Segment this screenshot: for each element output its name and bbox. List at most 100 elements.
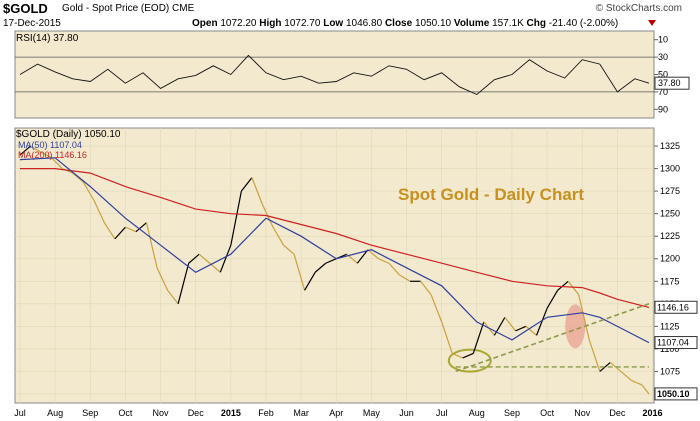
- price-segment: [293, 254, 306, 291]
- price-segment: [283, 244, 295, 255]
- price-segment: [103, 222, 116, 240]
- date-tick-label: Mar: [293, 408, 309, 418]
- price-segment: [567, 280, 580, 296]
- ma50-tag-text: 1107.04: [657, 338, 689, 348]
- rsi-grid: [15, 56, 654, 93]
- price-segment: [388, 262, 400, 276]
- rsi-last-tag: [654, 76, 690, 90]
- price-segment: [135, 222, 147, 233]
- high-label: High: [259, 18, 282, 29]
- price-segment: [620, 370, 632, 381]
- chg-value: -21.40 (-2.00%): [548, 18, 619, 29]
- close-tag: [654, 387, 698, 401]
- price-label: $GOLD (Daily) 1050.10: [16, 129, 121, 140]
- date-tick-label: Nov: [153, 408, 170, 418]
- volume-label: Volume: [453, 18, 490, 29]
- price-panel: [14, 127, 655, 404]
- price-tick-label: 1175: [660, 276, 679, 286]
- price-segment: [631, 379, 643, 386]
- price-segment: [145, 222, 158, 268]
- ma50-tag: [654, 336, 698, 350]
- price-segment: [219, 244, 232, 273]
- price-grid: [15, 128, 654, 403]
- rsi-tick-label: 90: [658, 104, 668, 114]
- price-segment: [188, 253, 200, 264]
- price-tick-label: 1250: [660, 209, 680, 219]
- symbol: $GOLD: [3, 1, 48, 16]
- open-value: 1072.20: [220, 18, 257, 29]
- price-tick-label: 1225: [660, 231, 680, 241]
- low-label: Low: [323, 18, 344, 29]
- ma50-line: [19, 157, 650, 344]
- date-tick-label: Sep: [504, 408, 520, 418]
- price-tick-label: 1300: [660, 164, 680, 174]
- price-segment: [304, 271, 316, 291]
- rsi-axis: 90 70 50 30 10 37.80: [654, 35, 690, 114]
- price-segment: [578, 294, 590, 341]
- rsi-panel: [14, 30, 655, 119]
- price-segment: [535, 308, 548, 336]
- bottom-circle: [447, 348, 492, 373]
- rsi-tick-label: 50: [658, 70, 668, 80]
- date-tick-label: Jul: [436, 408, 448, 418]
- price-segment: [30, 145, 42, 153]
- price-segment: [51, 157, 63, 169]
- price-segment: [82, 181, 95, 201]
- rsi-plot: [19, 54, 650, 96]
- brand-credit: © StockCharts.com: [595, 3, 682, 14]
- volume-value: 157.1K: [492, 18, 524, 29]
- rsi-label: RSI(14) 37.80: [16, 33, 79, 44]
- chart-annotation: Spot Gold - Daily Chart: [398, 185, 584, 204]
- ma200-tag-text: 1146.16: [657, 302, 689, 312]
- description-text: Gold - Spot Price (EOD): [62, 3, 170, 14]
- date-tick-label: May: [363, 408, 381, 418]
- close-label: Close: [384, 18, 413, 29]
- price-segment: [93, 199, 105, 223]
- rising-trendline: [455, 303, 650, 373]
- high-value: 1072.70: [284, 18, 321, 29]
- date-tick-label: Dec: [609, 408, 626, 418]
- price-segment: [198, 253, 211, 264]
- price-segment: [588, 339, 601, 372]
- price-segment: [472, 321, 485, 354]
- rsi-tick-label: 70: [658, 87, 668, 97]
- price-tick-label: 1275: [660, 186, 680, 196]
- price-segment: [251, 177, 264, 205]
- price-segment: [114, 226, 126, 240]
- price-segment: [546, 289, 559, 309]
- price-segment: [156, 267, 169, 291]
- price-segment: [599, 361, 611, 372]
- down-arrow-icon: [648, 20, 656, 26]
- rsi-tick-label: 30: [658, 52, 668, 62]
- close-tag-text: 1050.10: [657, 389, 690, 399]
- price-segment: [504, 316, 516, 332]
- price-segment: [641, 384, 650, 395]
- price-segment: [325, 258, 337, 264]
- chg-label: Chg: [526, 18, 546, 29]
- rsi-line: [19, 54, 650, 96]
- date-tick-label: Oct: [540, 408, 555, 418]
- price-segment: [378, 258, 390, 264]
- ma200-legend: MA(200) 1146.16: [18, 150, 87, 160]
- date-tick-label: Jul: [14, 408, 26, 418]
- price-segment: [272, 226, 285, 246]
- open-label: Open: [192, 18, 218, 29]
- price-segment: [399, 274, 411, 282]
- date-tick-label: Jun: [399, 408, 414, 418]
- price-segment: [420, 280, 432, 296]
- price-axis: 1050107511001125115011751200122512501275…: [654, 141, 698, 401]
- price-segment: [177, 263, 190, 304]
- exchange-text: CME: [172, 3, 195, 14]
- price-segment: [515, 325, 527, 332]
- price-segment: [314, 262, 327, 273]
- price-segment: [240, 177, 253, 192]
- date-tick-label: 2016: [642, 408, 662, 418]
- price-segment: [609, 361, 622, 372]
- quote-date: 17-Dec-2015: [3, 18, 61, 29]
- price-segment: [356, 249, 369, 264]
- price-segment: [230, 191, 242, 246]
- price-plot: [19, 145, 650, 395]
- date-axis: Jul Aug Sep Oct Nov Dec 2015 Feb Mar Apr May Jun Jul…: [14, 408, 662, 418]
- ma200-tag: [654, 300, 698, 314]
